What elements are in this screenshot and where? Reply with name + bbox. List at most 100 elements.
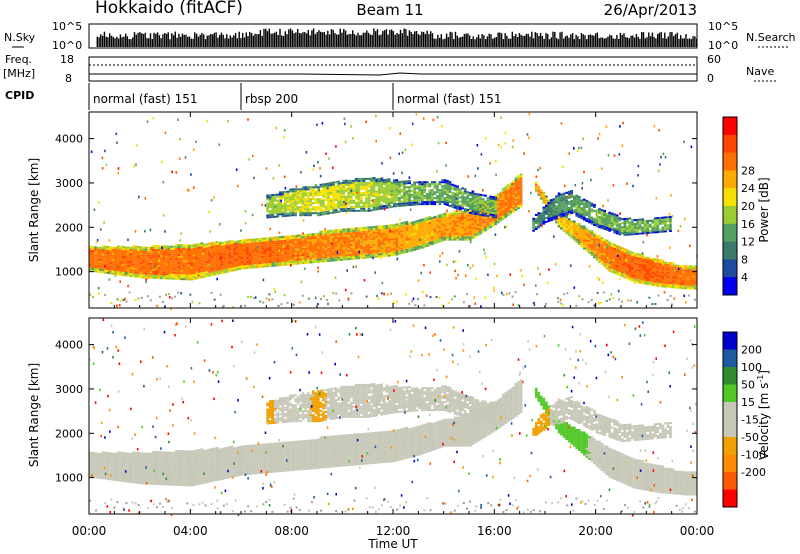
range-time-cell [499, 191, 503, 194]
range-time-cell [99, 265, 102, 267]
range-time-cell [370, 246, 373, 249]
range-time-cell [395, 241, 399, 244]
range-time-cell [507, 192, 510, 195]
range-time-cell [684, 265, 687, 268]
range-time-cell [390, 252, 394, 255]
range-time-cell [192, 268, 196, 270]
nsky-bar [539, 32, 542, 47]
range-time-cell [177, 250, 181, 252]
range-time-cell [238, 252, 242, 254]
range-time-cell [613, 245, 617, 248]
range-time-cell [266, 208, 269, 211]
range-time-cell [380, 189, 383, 192]
range-time-cell [304, 204, 307, 207]
range-time-cell [159, 245, 163, 248]
range-time-cell [152, 268, 155, 271]
range-time-cell [220, 257, 224, 260]
range-time-cell [398, 184, 401, 187]
range-time-cell [377, 235, 381, 238]
range-time-cell [481, 210, 485, 213]
range-time-cell [317, 192, 320, 195]
range-time-cell [352, 241, 356, 244]
nsky-bar [387, 34, 389, 47]
range-time-cell [170, 253, 173, 256]
range-time-cell [367, 242, 371, 245]
range-time-cell [355, 257, 358, 260]
range-time-cell [615, 253, 619, 255]
range-time-cell [235, 264, 239, 267]
range-time-cell [355, 197, 358, 200]
range-time-cell [471, 194, 475, 197]
range-time-cell [628, 250, 632, 253]
range-time-cell [509, 212, 513, 215]
range-time-cell [370, 181, 373, 184]
range-time-cell [284, 214, 287, 217]
range-time-cell [501, 211, 505, 214]
range-time-cell [471, 229, 475, 232]
range-time-cell [410, 201, 414, 204]
range-time-cell [251, 252, 254, 255]
ground-scatter-cell [307, 297, 310, 300]
nsky-bar [165, 33, 168, 47]
range-time-cell [332, 247, 335, 250]
nsky-panel: N.Sky 10^5 10^0 10^5 10^0 N.Search [4, 20, 796, 52]
range-time-cell [137, 270, 140, 272]
range-time-cell [154, 245, 158, 247]
range-time-cell [362, 236, 366, 239]
range-time-cell [215, 251, 219, 253]
range-time-cell [448, 232, 452, 235]
range-time-cell [466, 228, 470, 231]
range-time-cell [499, 203, 503, 206]
range-time-cell [137, 254, 140, 256]
range-time-cell [420, 201, 424, 204]
range-time-cell [306, 257, 310, 260]
range-time-cell [438, 199, 442, 202]
range-time-cell [317, 212, 320, 215]
range-time-cell [375, 190, 378, 193]
nsky-bar [162, 34, 164, 47]
range-time-cell [296, 248, 300, 251]
range-time-cell [590, 252, 594, 255]
range-time-cell [390, 242, 394, 245]
range-time-cell [230, 265, 234, 268]
range-time-cell [91, 254, 95, 256]
range-time-cell [375, 241, 378, 244]
range-time-cell [418, 221, 421, 224]
range-time-cell [410, 193, 414, 196]
range-time-cell [170, 261, 173, 264]
range-time-cell [423, 183, 427, 186]
range-time-cell [595, 246, 599, 249]
range-time-cell [349, 230, 353, 232]
range-time-cell [443, 181, 447, 184]
range-time-cell [114, 273, 117, 275]
ground-scatter-cell [298, 301, 301, 304]
range-time-cell [352, 233, 356, 236]
range-time-cell [306, 202, 310, 205]
nsky-bar [575, 34, 577, 47]
range-time-cell [496, 217, 500, 220]
range-time-cell [641, 280, 644, 283]
range-time-cell [119, 255, 123, 258]
range-time-cell [177, 248, 181, 250]
range-time-cell [651, 265, 655, 268]
range-time-cell [342, 228, 345, 231]
range-time-cell [425, 181, 429, 184]
range-time-cell [600, 249, 604, 251]
range-time-cell [365, 238, 368, 241]
range-time-cell [324, 252, 328, 255]
station-title: Hokkaido (fitACF) [95, 0, 243, 18]
range-time-cell [144, 262, 148, 265]
range-time-cell [441, 233, 444, 236]
range-time-cell [621, 259, 624, 262]
range-time-cell [99, 261, 102, 263]
range-time-cell [238, 258, 242, 260]
nsky-bar [440, 34, 442, 47]
range-time-cell [631, 257, 634, 260]
range-time-cell [299, 198, 302, 201]
range-time-cell [235, 246, 239, 249]
range-time-cell [458, 192, 462, 195]
range-time-cell [446, 228, 449, 231]
range-time-cell [286, 261, 290, 264]
range-time-cell [182, 268, 186, 271]
range-time-cell [519, 197, 523, 200]
